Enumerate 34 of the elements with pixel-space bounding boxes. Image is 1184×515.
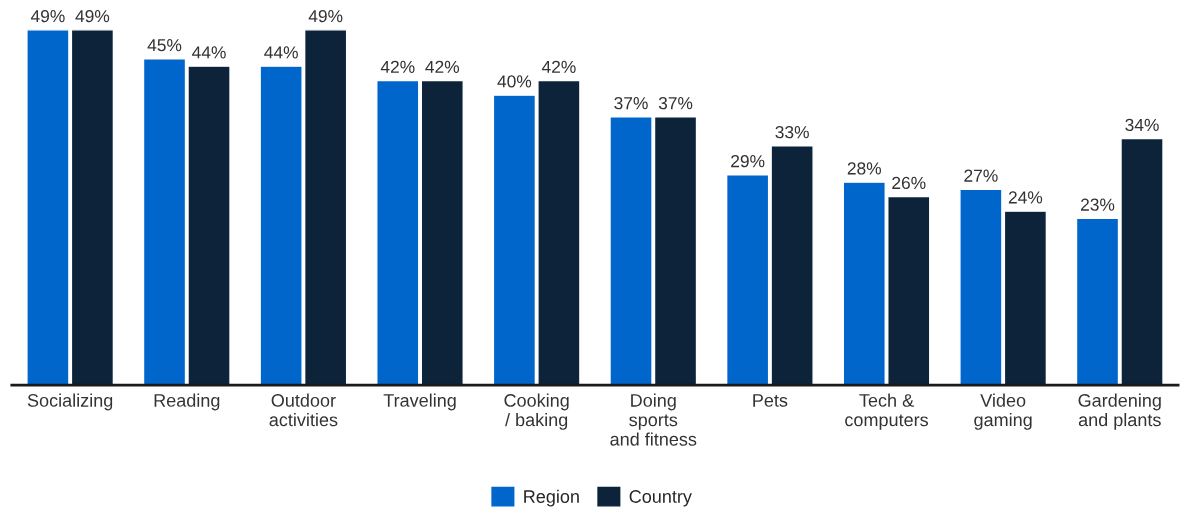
x-tick-label: Outdoor activities	[269, 393, 338, 427]
data-label: 40%	[497, 75, 532, 88]
data-label: 26%	[892, 176, 926, 190]
x-tick-label: Reading	[154, 393, 220, 411]
x-tick-label: Gardening and plants	[1078, 393, 1161, 430]
data-label: 24%	[1008, 191, 1043, 204]
data-label: 49%	[308, 9, 343, 23]
data-label: 37%	[658, 97, 693, 110]
data-label: 28%	[847, 162, 882, 175]
data-label: 23%	[1081, 198, 1115, 211]
x-tick-label: Pets	[753, 394, 788, 407]
x-tick-label: Doing sports and fitness	[610, 393, 697, 446]
data-label: 42%	[541, 60, 576, 73]
data-label: 45%	[147, 39, 182, 52]
data-label: 49%	[75, 9, 110, 23]
x-tick-label: Cooking / baking	[504, 393, 569, 430]
data-label: 44%	[264, 46, 298, 59]
x-tick-label: Socializing	[27, 393, 113, 411]
data-label: 42%	[425, 60, 460, 73]
data-label: 29%	[731, 155, 765, 168]
bar	[420, 79, 464, 386]
data-label: 37%	[614, 97, 648, 110]
data-label: 33%	[775, 126, 809, 139]
x-tick-label: Traveling	[383, 393, 456, 411]
data-label: 27%	[964, 169, 998, 182]
x-tick-label: Video gaming	[974, 393, 1032, 430]
legend-label: Country	[629, 490, 692, 507]
data-label: 34%	[1125, 118, 1159, 132]
data-label: 49%	[30, 9, 65, 23]
data-label: 42%	[380, 60, 415, 73]
legend-label: Region	[524, 489, 579, 507]
data-label: 44%	[192, 46, 226, 59]
bar	[376, 79, 420, 386]
x-tick-label: Tech & computers	[845, 393, 929, 430]
